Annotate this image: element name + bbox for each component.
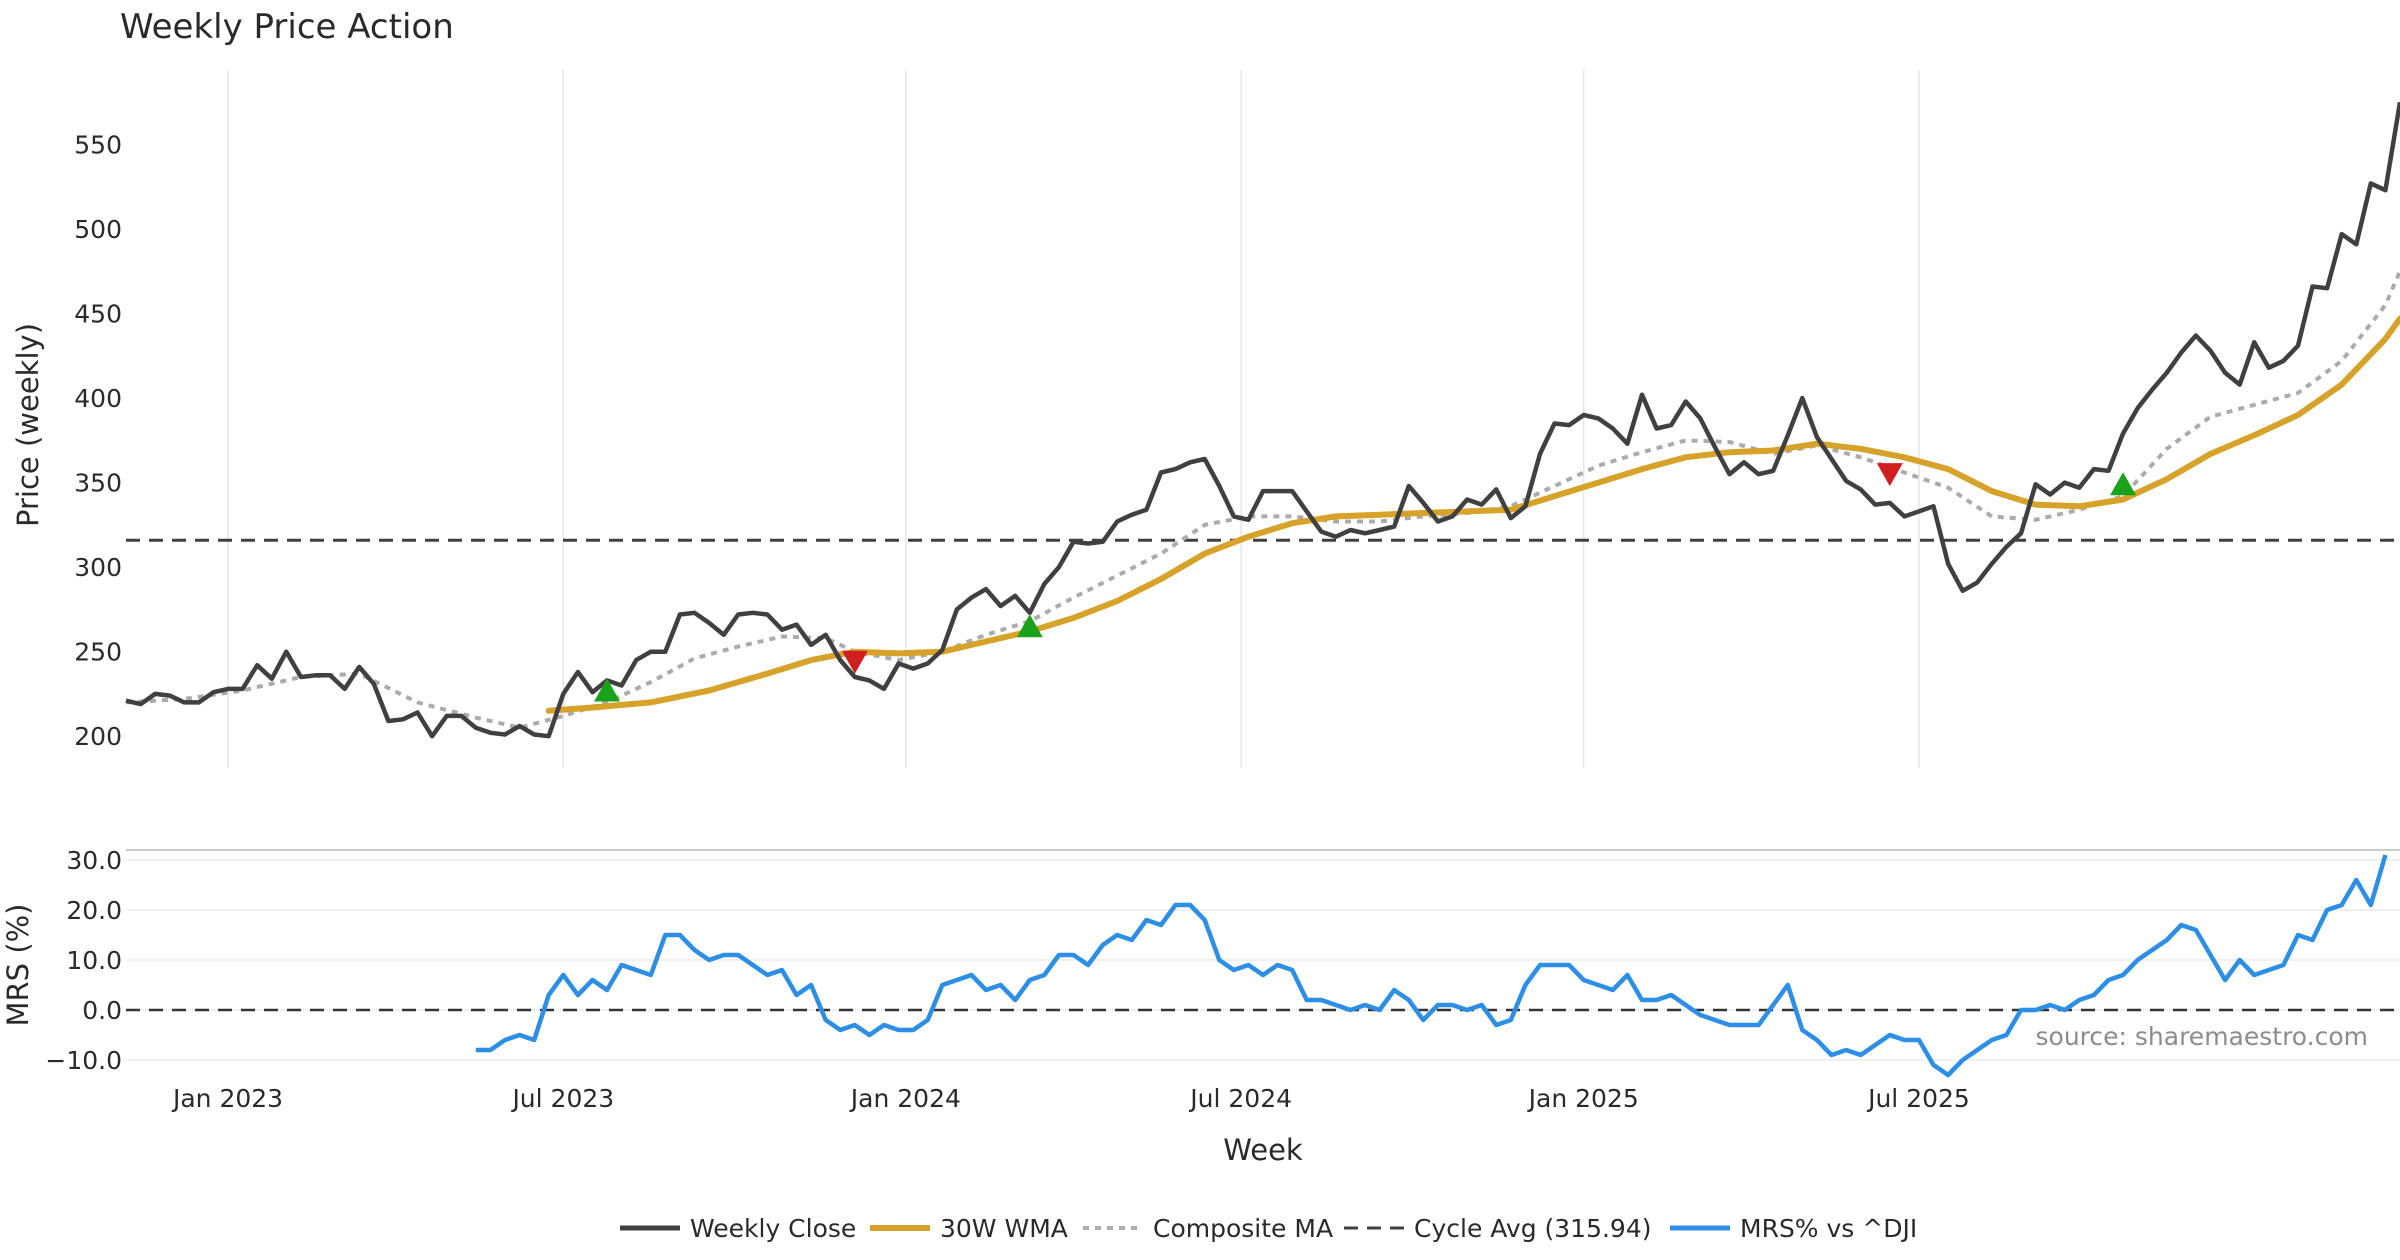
x-tick-0: Jan 2023 <box>171 1084 283 1113</box>
chart-title: Weekly Price Action <box>120 7 454 47</box>
legend: Weekly Close 30W WMA Composite MA Cycle Avg… <box>620 1214 1917 1243</box>
x-tick-5: Jul 2025 <box>1866 1084 1970 1113</box>
x-tick-2: Jan 2024 <box>849 1084 961 1113</box>
sell-signal-marker-0 <box>841 650 868 674</box>
legend-label-mrs: MRS% vs ^DJI <box>1740 1214 1917 1243</box>
weekly-close-line <box>125 101 2400 739</box>
legend-item-close: Weekly Close <box>620 1214 856 1243</box>
legend-label-cycle: Cycle Avg (315.94) <box>1414 1214 1652 1243</box>
price-y-tick: 500 <box>74 215 122 244</box>
price-y-tick: 450 <box>74 300 122 329</box>
price-y-tick: 400 <box>74 384 122 413</box>
price-y-tick: 350 <box>74 469 122 498</box>
legend-item-wma: 30W WMA <box>870 1214 1068 1243</box>
x-tick-1: Jul 2023 <box>510 1084 614 1113</box>
sell-signal-marker-1 <box>1876 463 1903 487</box>
x-tick-3: Jul 2024 <box>1188 1084 1292 1113</box>
legend-item-composite: Composite MA <box>1083 1214 1333 1243</box>
price-y-tick: 250 <box>74 638 122 667</box>
legend-label-composite: Composite MA <box>1153 1214 1333 1243</box>
price-y-tick: 550 <box>74 131 122 160</box>
source-note: source: sharemaestro.com <box>2036 1022 2369 1051</box>
buy-signal-marker-0 <box>594 678 621 702</box>
x-axis-label: Week <box>1223 1133 1303 1167</box>
signal-markers <box>594 463 2137 702</box>
price-grid <box>227 70 1920 768</box>
mrs-y-tick: −10.0 <box>45 1046 122 1075</box>
price-y-tick: 200 <box>74 722 122 751</box>
mrs-y-tick: 10.0 <box>66 946 122 975</box>
mrs-y-label: MRS (%) <box>1 904 35 1027</box>
legend-label-close: Weekly Close <box>690 1214 856 1243</box>
buy-signal-marker-2 <box>2110 472 2137 496</box>
price-y-label: Price (weekly) <box>11 323 45 527</box>
legend-label-wma: 30W WMA <box>940 1214 1068 1243</box>
legend-item-mrs: MRS% vs ^DJI <box>1670 1214 1917 1243</box>
legend-item-cycle: Cycle Avg (315.94) <box>1344 1214 1652 1243</box>
composite-ma-line <box>125 270 2400 730</box>
price-y-tick: 300 <box>74 553 122 582</box>
mrs-y-ticks: 30.0 20.0 10.0 0.0 −10.0 <box>45 846 122 1075</box>
price-y-ticks: 200 250 300 350 400 450 500 550 <box>74 131 122 752</box>
mrs-y-tick: 20.0 <box>66 896 122 925</box>
wma-30w-line <box>545 315 2400 714</box>
mrs-y-tick: 30.0 <box>66 846 122 875</box>
x-ticks: Jan 2023 Jul 2023 Jan 2024 Jul 2024 Jan 2025… <box>171 1084 1970 1113</box>
x-tick-4: Jan 2025 <box>1527 1084 1639 1113</box>
buy-signal-marker-1 <box>1016 614 1043 638</box>
mrs-line <box>475 854 2388 1078</box>
mrs-y-tick: 0.0 <box>82 996 122 1025</box>
